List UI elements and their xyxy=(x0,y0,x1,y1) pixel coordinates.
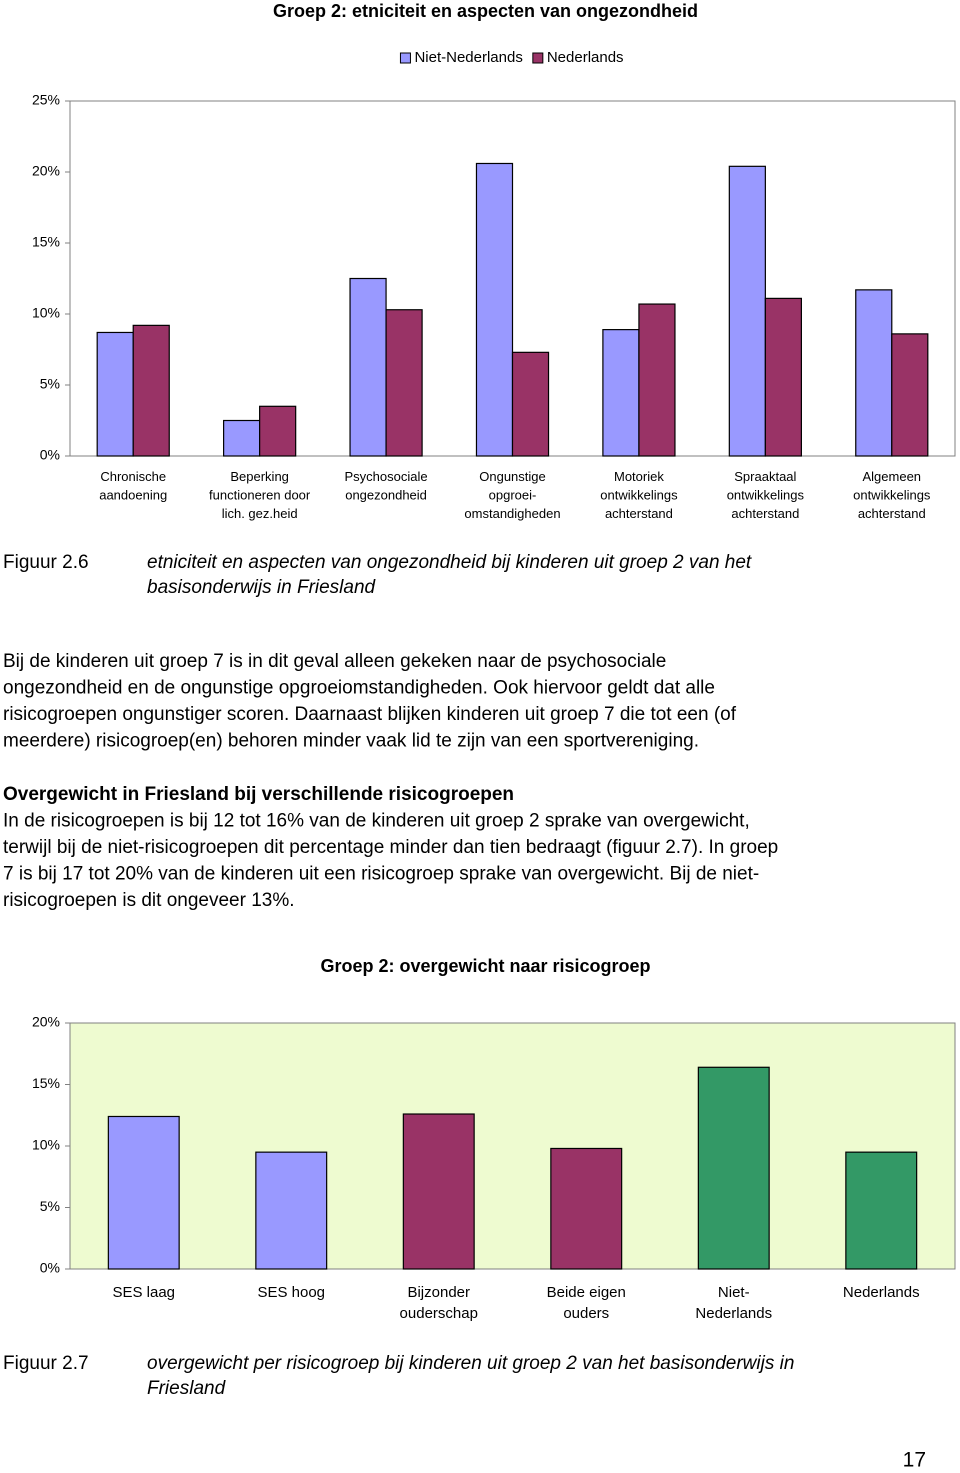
body-line: ongezondheid en de ongunstige opgroeioms… xyxy=(3,678,715,699)
y-tick-label: 15% xyxy=(32,234,60,250)
x-tick-label: Motoriek ontwikkelings achterstand xyxy=(600,469,678,521)
bar xyxy=(845,1151,918,1270)
figure-caption: overgewicht per risicogroep bij kinderen… xyxy=(147,1353,794,1374)
figure-label: Figuur 2.6 xyxy=(3,552,89,573)
bar xyxy=(602,329,640,457)
plot-area xyxy=(69,1022,956,1270)
y-tick-label: 5% xyxy=(40,1198,60,1214)
x-tick-label: Bijzonder ouderschap xyxy=(400,1284,478,1322)
x-tick-label: Beperking functioneren door lich. gez.heid xyxy=(209,469,311,521)
figure-caption: basisonderwijs in Friesland xyxy=(147,577,377,598)
bar xyxy=(132,324,170,457)
body-line: risicogroepen ongunstiger scoren. Daarna… xyxy=(3,704,737,725)
y-tick-label: 0% xyxy=(40,447,60,463)
y-tick-label: 25% xyxy=(32,92,60,108)
y-tick-label: 15% xyxy=(32,1075,60,1091)
x-tick-label: Nederlands xyxy=(843,1284,920,1301)
x-tick-label: SES hoog xyxy=(257,1284,325,1301)
y-tick-label: 10% xyxy=(32,305,60,321)
legend-swatch xyxy=(399,52,411,64)
bar xyxy=(259,405,297,457)
body-line: terwijl bij de niet-risicogroepen dit pe… xyxy=(3,837,778,858)
x-tick-label: Spraaktaal ontwikkelings achterstand xyxy=(727,469,805,521)
bar xyxy=(385,309,423,457)
bar xyxy=(511,351,550,457)
bar xyxy=(475,162,514,457)
bar xyxy=(550,1147,623,1270)
legend: Niet-Nederlands Nederlands xyxy=(399,49,624,66)
bar xyxy=(107,1115,180,1270)
bar xyxy=(855,289,893,457)
chart-title: Groep 2: etniciteit en aspecten van onge… xyxy=(273,1,698,21)
bar xyxy=(764,297,802,457)
y-tick-label: 10% xyxy=(32,1137,60,1153)
body-line: Bij de kinderen uit groep 7 is in dit ge… xyxy=(3,651,666,672)
x-tick-label: Ongunstige opgroei-omstandigheden xyxy=(464,469,560,521)
x-tick-label: Psychosociale ongezondheid xyxy=(345,469,428,503)
y-tick-label: 20% xyxy=(32,163,60,179)
chart-title: Groep 2: overgewicht naar risicogroep xyxy=(320,956,650,976)
bar xyxy=(255,1151,328,1270)
legend-label: Nederlands xyxy=(547,49,624,66)
bar xyxy=(96,331,134,457)
bar xyxy=(638,303,676,457)
x-tick-label: Beide eigen ouders xyxy=(547,1284,626,1322)
bar xyxy=(697,1066,770,1270)
legend-label: Niet-Nederlands xyxy=(414,49,522,66)
body-line: In de risicogroepen is bij 12 tot 16% va… xyxy=(3,811,750,832)
body-line: risicogroepen is dit ongeveer 13%. xyxy=(3,890,295,911)
bar xyxy=(402,1113,475,1270)
bar xyxy=(891,333,929,457)
body-line: meerdere) risicogroep(en) behoren minder… xyxy=(3,731,699,752)
y-tick-label: 5% xyxy=(40,376,60,392)
x-tick-label: Chronische aandoening xyxy=(99,469,167,503)
x-tick-label: Algemeen ontwikkelings achterstand xyxy=(853,469,931,521)
figure-caption: Friesland xyxy=(147,1378,227,1399)
bar xyxy=(728,165,766,457)
y-tick-label: 0% xyxy=(40,1260,60,1276)
page-number: 17 xyxy=(903,1449,926,1472)
y-tick-label: 20% xyxy=(32,1014,60,1030)
legend-swatch xyxy=(532,52,544,64)
x-tick-label: SES laag xyxy=(112,1284,175,1301)
figure-caption: etniciteit en aspecten van ongezondheid … xyxy=(147,552,752,573)
section-heading: Overgewicht in Friesland bij verschillen… xyxy=(3,784,514,805)
bar xyxy=(349,277,387,457)
x-tick-label: Niet-Nederlands xyxy=(695,1284,772,1322)
body-line: 7 is bij 17 tot 20% van de kinderen uit … xyxy=(3,864,759,885)
figure-label: Figuur 2.7 xyxy=(3,1353,89,1374)
bar xyxy=(223,419,261,457)
